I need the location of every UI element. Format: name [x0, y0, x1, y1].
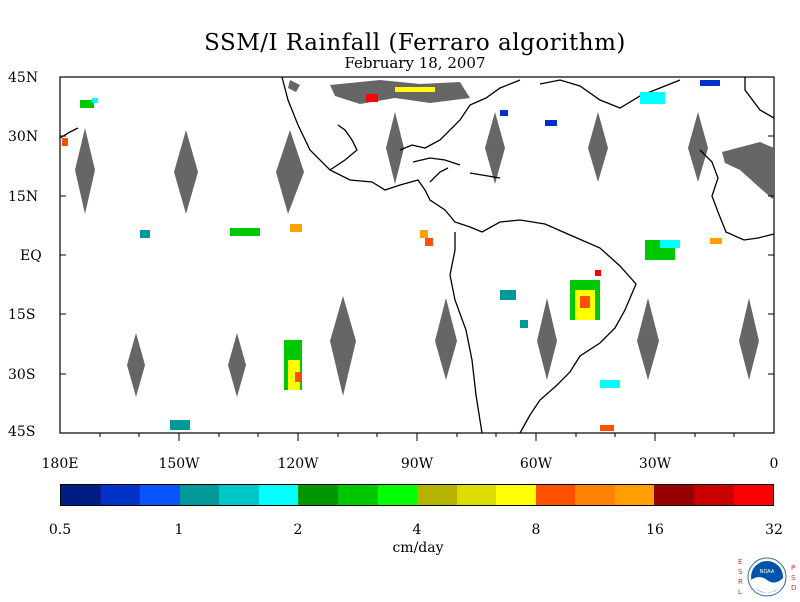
- colorbar-swatch: [298, 485, 338, 505]
- colorbar-swatch: [575, 485, 615, 505]
- colorbar-tick-label: 32: [765, 522, 783, 538]
- lat-label-15n: 15N: [8, 189, 39, 205]
- colorbar-tick-label: 16: [646, 522, 664, 538]
- colorbar-swatch: [258, 485, 299, 505]
- lon-label-60w: 60W: [519, 456, 553, 472]
- noaa-logo: NOAA E S R L P S D: [736, 556, 798, 598]
- noaa-emblem-icon: NOAA: [747, 557, 787, 597]
- lat-label-15s: 15S: [8, 307, 36, 323]
- logo-letter: E: [738, 558, 743, 566]
- colorbar-swatch: [694, 485, 734, 505]
- colorbar-swatch: [535, 485, 576, 505]
- colorbar-swatch: [496, 485, 536, 505]
- lon-label-180e: 180E: [41, 456, 79, 472]
- colorbar-tick-label: 0.5: [48, 522, 72, 538]
- colorbar-swatch: [219, 485, 259, 505]
- lon-label-150w: 150W: [158, 456, 200, 472]
- lon-label-120w: 120W: [277, 456, 319, 472]
- colorbar-swatch: [417, 485, 457, 505]
- colorbar-units: cm/day: [392, 540, 444, 556]
- colorbar-swatch: [140, 485, 180, 505]
- lat-label-45s: 45S: [8, 424, 36, 440]
- colorbar-tick-label: 4: [412, 522, 422, 538]
- longitude-ticks: [99, 433, 735, 441]
- lon-label-30w: 30W: [638, 456, 672, 472]
- map-date: February 18, 2007: [344, 54, 486, 72]
- colorbar-swatch: [61, 485, 101, 505]
- map-title: SSM/I Rainfall (Ferraro algorithm): [204, 30, 626, 56]
- logo-letter: S: [738, 568, 743, 576]
- logo-letter: P: [791, 564, 796, 572]
- lon-label-90w: 90W: [400, 456, 434, 472]
- logo-letter: R: [738, 578, 743, 586]
- colorbar: [60, 484, 774, 506]
- colorbar-swatch: [654, 485, 694, 505]
- colorbar-swatch: [337, 485, 378, 505]
- latitude-ticks: [60, 76, 774, 434]
- rainfall-pixels: [62, 80, 722, 431]
- colorbar-tick-label: 8: [531, 522, 541, 538]
- lat-label-30s: 30S: [8, 367, 36, 383]
- colorbar-swatch: [377, 485, 418, 505]
- colorbar-swatch: [733, 485, 774, 505]
- logo-badge-text: NOAA: [760, 569, 775, 575]
- logo-letter: D: [791, 584, 797, 592]
- lon-label-0: 0: [769, 456, 779, 472]
- colorbar-swatch: [100, 485, 141, 505]
- colorbar-swatch: [614, 485, 655, 505]
- colorbar-tick-label: 2: [293, 522, 303, 538]
- coastlines: [59, 76, 775, 434]
- lat-label-45n: 45N: [8, 70, 39, 86]
- missing-data-swaths: [75, 80, 774, 397]
- colorbar-swatch: [179, 485, 220, 505]
- lat-label-eq: EQ: [20, 248, 42, 264]
- colorbar-tick-label: 1: [174, 522, 184, 538]
- logo-letter: L: [738, 588, 742, 596]
- lat-label-30n: 30N: [8, 129, 39, 145]
- logo-letter: S: [791, 574, 796, 582]
- colorbar-swatch: [456, 485, 497, 505]
